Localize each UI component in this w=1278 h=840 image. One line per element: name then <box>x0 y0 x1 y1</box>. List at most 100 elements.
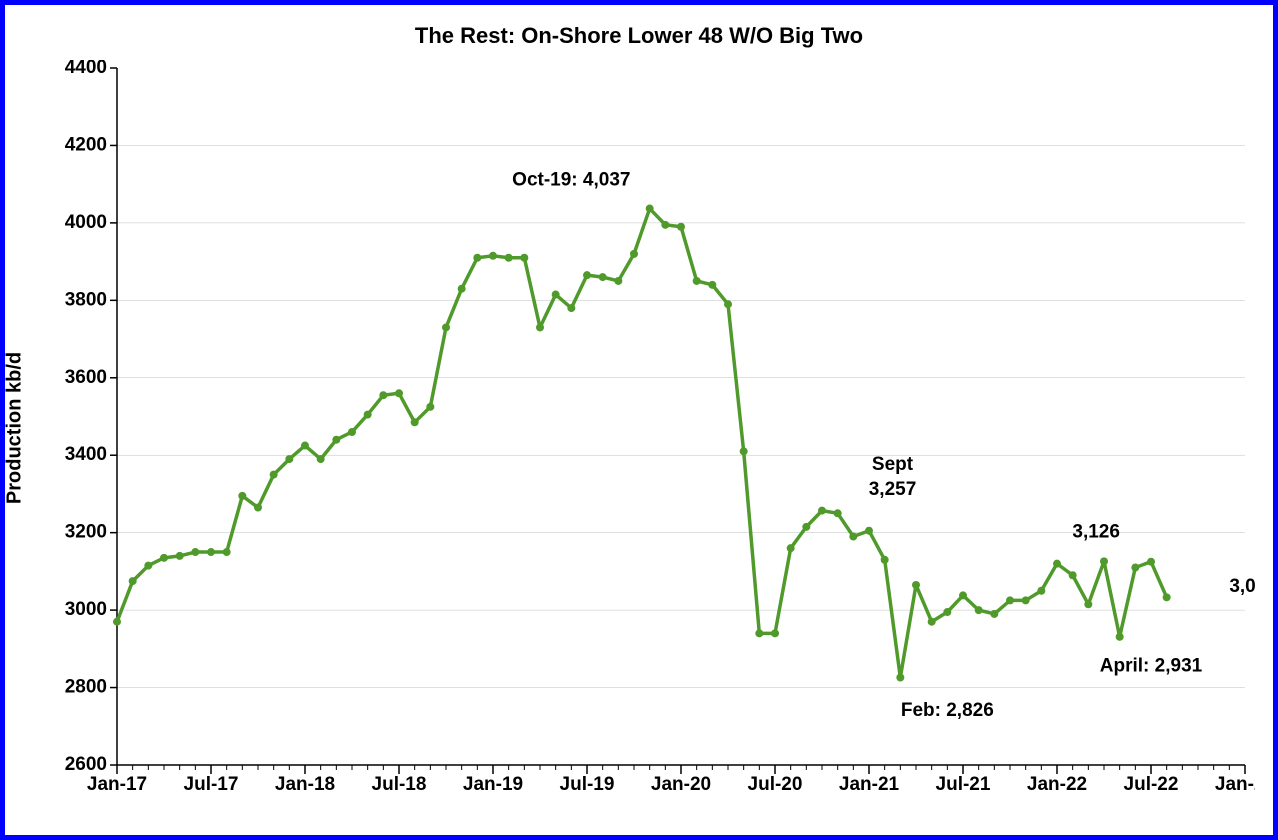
x-tick-label: Jul-22 <box>1124 774 1179 795</box>
data-point <box>129 577 137 585</box>
data-point <box>646 205 654 213</box>
data-point <box>975 606 983 614</box>
data-point <box>1147 558 1155 566</box>
data-point <box>599 273 607 281</box>
x-tick-label: Jul-18 <box>372 774 427 795</box>
y-tick-label: 4400 <box>65 60 107 78</box>
data-point <box>1006 596 1014 604</box>
data-point <box>411 418 419 426</box>
data-point <box>990 610 998 618</box>
data-point <box>849 533 857 541</box>
data-point <box>661 221 669 229</box>
data-point <box>395 389 403 397</box>
data-point <box>113 618 121 626</box>
data-point <box>818 507 826 515</box>
data-point <box>724 300 732 308</box>
data-point <box>1163 593 1171 601</box>
data-point <box>928 618 936 626</box>
data-point <box>207 548 215 556</box>
data-point <box>520 254 528 262</box>
chart-annotation: Sept <box>872 454 914 475</box>
data-point <box>536 323 544 331</box>
data-point <box>1084 600 1092 608</box>
data-point <box>677 223 685 231</box>
y-axis-label: Production kb/d <box>4 351 27 503</box>
data-point <box>787 544 795 552</box>
data-point <box>583 271 591 279</box>
data-point <box>270 471 278 479</box>
data-point <box>505 254 513 262</box>
data-point <box>881 556 889 564</box>
x-tick-label: Jan-17 <box>87 774 147 795</box>
data-point <box>332 436 340 444</box>
x-tick-label: Jan-23 <box>1215 774 1255 795</box>
data-point <box>1116 633 1124 641</box>
data-point <box>912 581 920 589</box>
y-tick-label: 4000 <box>65 212 107 233</box>
y-tick-label: 3000 <box>65 599 107 620</box>
chart-title: The Rest: On-Shore Lower 48 W/O Big Two <box>5 23 1273 49</box>
chart-annotation: Feb: 2,826 <box>901 700 994 721</box>
data-point <box>693 277 701 285</box>
data-point <box>223 548 231 556</box>
x-tick-label: Jan-20 <box>651 774 711 795</box>
x-tick-label: Jan-22 <box>1027 774 1087 795</box>
data-point <box>426 403 434 411</box>
y-tick-label: 2600 <box>65 754 107 775</box>
data-point <box>771 629 779 637</box>
data-point <box>144 562 152 570</box>
chart-annotation: 3,033 <box>1229 576 1255 597</box>
data-point <box>802 523 810 531</box>
data-point <box>865 527 873 535</box>
data-point <box>755 629 763 637</box>
data-point <box>1100 557 1108 565</box>
data-point <box>834 509 842 517</box>
x-tick-label: Jul-20 <box>748 774 803 795</box>
chart-frame: The Rest: On-Shore Lower 48 W/O Big Two … <box>0 0 1278 840</box>
y-tick-label: 4200 <box>65 134 107 155</box>
data-point <box>160 554 168 562</box>
data-point <box>191 548 199 556</box>
data-point <box>442 323 450 331</box>
x-tick-label: Jan-18 <box>275 774 335 795</box>
data-point <box>630 250 638 258</box>
data-point <box>473 254 481 262</box>
y-tick-label: 3600 <box>65 367 107 388</box>
data-point <box>614 277 622 285</box>
data-point <box>489 252 497 260</box>
chart-annotation: April: 2,931 <box>1100 655 1203 676</box>
data-point <box>1131 564 1139 572</box>
chart-annotation: Oct-19: 4,037 <box>512 169 630 190</box>
y-tick-label: 3400 <box>65 444 107 465</box>
plot-area: Production kb/d 260028003000320034003600… <box>55 60 1255 795</box>
x-tick-label: Jan-19 <box>463 774 523 795</box>
x-tick-label: Jan-21 <box>839 774 900 795</box>
y-tick-label: 2800 <box>65 677 107 698</box>
production-series-line <box>117 209 1167 678</box>
data-point <box>254 503 262 511</box>
data-point <box>379 391 387 399</box>
data-point <box>943 608 951 616</box>
data-point <box>1037 587 1045 595</box>
x-tick-label: Jul-21 <box>936 774 991 795</box>
chart-svg: 2600280030003200340036003800400042004400… <box>55 60 1255 795</box>
data-point <box>285 455 293 463</box>
data-point <box>959 591 967 599</box>
data-point <box>176 552 184 560</box>
y-tick-label: 3200 <box>65 522 107 543</box>
data-point <box>317 455 325 463</box>
data-point <box>1053 560 1061 568</box>
chart-annotation: 3,126 <box>1072 522 1120 543</box>
data-point <box>567 304 575 312</box>
data-point <box>740 447 748 455</box>
data-point <box>348 428 356 436</box>
data-point <box>1069 571 1077 579</box>
x-tick-label: Jul-17 <box>184 774 239 795</box>
data-point <box>1022 596 1030 604</box>
data-point <box>708 281 716 289</box>
data-point <box>238 492 246 500</box>
data-point <box>364 411 372 419</box>
data-point <box>458 285 466 293</box>
data-point <box>301 442 309 450</box>
data-point <box>896 673 904 681</box>
